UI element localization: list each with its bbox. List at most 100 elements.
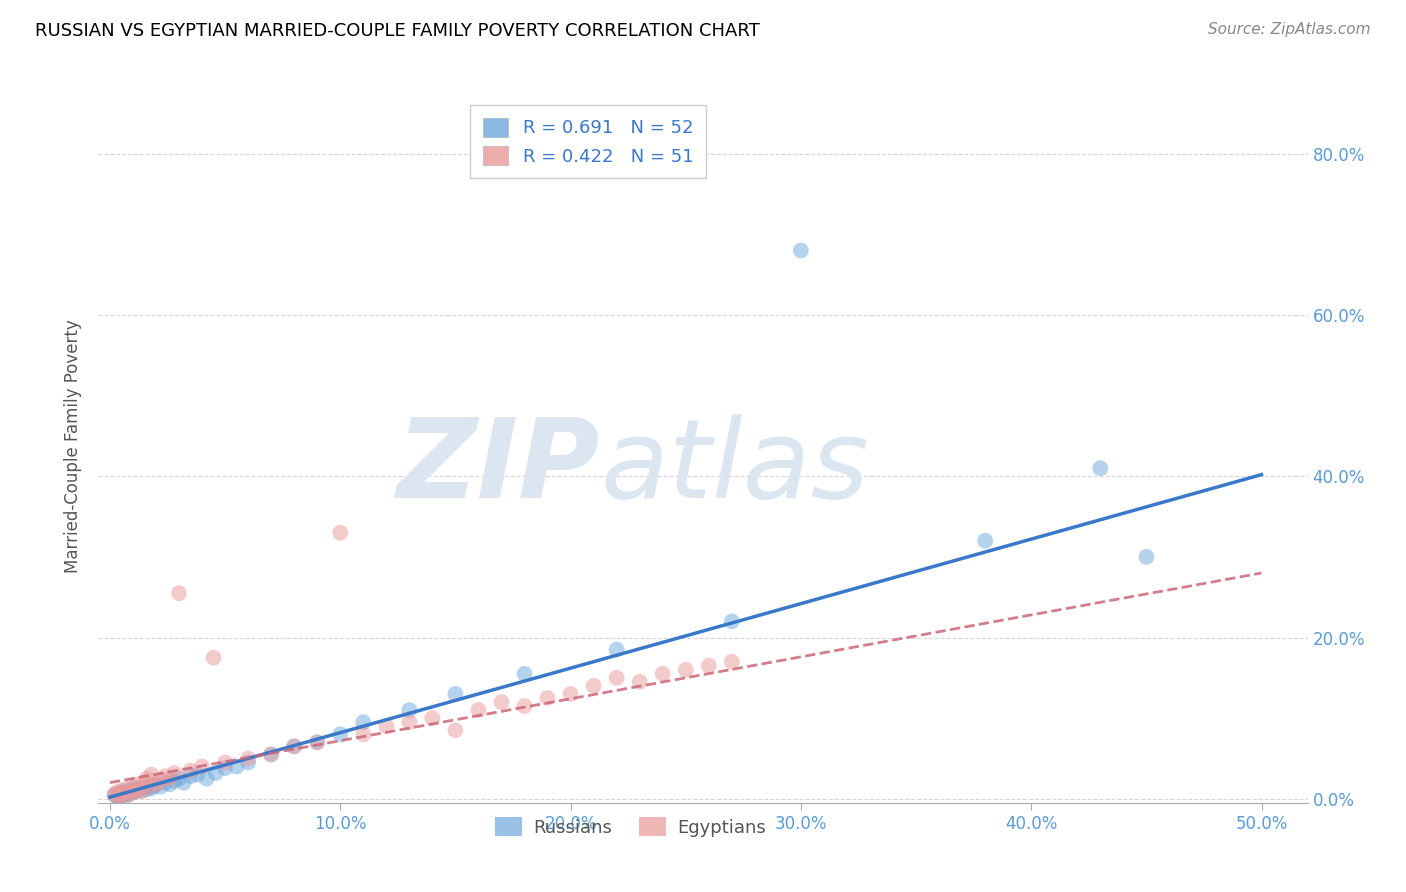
Text: RUSSIAN VS EGYPTIAN MARRIED-COUPLE FAMILY POVERTY CORRELATION CHART: RUSSIAN VS EGYPTIAN MARRIED-COUPLE FAMIL… [35,22,759,40]
Point [145,777,167,791]
Point [1090,461,1112,475]
Point [195,772,218,786]
Point [974,533,997,548]
Point [398,715,420,730]
Point [467,703,489,717]
Point [117,788,139,802]
Point [122,785,145,799]
Point [307,735,329,749]
Point [117,786,139,800]
Point [260,747,283,762]
Point [352,727,374,741]
Point [214,756,236,770]
Point [444,687,467,701]
Point [167,586,190,600]
Point [149,780,172,794]
Point [115,782,138,797]
Point [112,786,135,800]
Point [127,777,149,791]
Point [606,642,628,657]
Point [720,615,742,629]
Point [283,739,305,754]
Point [108,787,131,801]
Point [135,782,157,797]
Point [115,787,138,801]
Point [790,244,813,258]
Point [142,779,165,793]
Point [135,772,157,786]
Point [120,784,142,798]
Point [128,781,150,796]
Point [513,699,536,714]
Point [536,690,558,705]
Point [628,674,651,689]
Text: atlas: atlas [600,414,869,521]
Point [163,774,186,789]
Point [159,772,181,786]
Text: Source: ZipAtlas.com: Source: ZipAtlas.com [1208,22,1371,37]
Point [173,775,195,789]
Point [138,780,160,794]
Text: ZIP: ZIP [396,414,600,521]
Point [145,777,167,791]
Point [329,727,352,741]
Point [560,687,582,701]
Point [180,769,202,783]
Point [651,666,673,681]
Point [120,783,142,797]
Point [283,739,305,754]
Point [124,785,146,799]
Point [138,780,160,794]
Point [225,759,247,773]
Point [155,769,177,783]
Point [155,775,177,789]
Point [398,703,420,717]
Point [108,787,131,801]
Point [205,766,228,780]
Point [110,789,132,803]
Point [675,663,697,677]
Point [202,650,225,665]
Point [236,756,259,770]
Point [112,785,135,799]
Point [110,789,132,803]
Point [131,783,153,797]
Point [134,775,156,789]
Point [127,783,149,797]
Point [141,767,163,781]
Point [513,666,536,681]
Point [117,788,139,802]
Point [180,764,202,778]
Y-axis label: Married-Couple Family Poverty: Married-Couple Family Poverty [65,319,83,573]
Point [1135,549,1157,564]
Point [352,715,374,730]
Point [134,780,156,795]
Point [606,671,628,685]
Point [491,695,513,709]
Point [131,783,153,797]
Legend: Russians, Egyptians: Russians, Egyptians [488,810,773,844]
Point [582,679,605,693]
Point [149,774,172,789]
Point [141,781,163,796]
Point [103,788,125,802]
Point [108,789,131,804]
Point [110,786,132,800]
Point [122,780,145,794]
Point [128,782,150,797]
Point [444,723,467,738]
Point [103,788,125,802]
Point [122,782,145,797]
Point [191,759,214,773]
Point [105,785,128,799]
Point [375,719,398,733]
Point [422,711,444,725]
Point [112,788,135,802]
Point [236,751,259,765]
Point [697,658,720,673]
Point [329,525,352,540]
Point [108,790,131,805]
Point [159,777,181,791]
Point [720,655,742,669]
Point [307,735,329,749]
